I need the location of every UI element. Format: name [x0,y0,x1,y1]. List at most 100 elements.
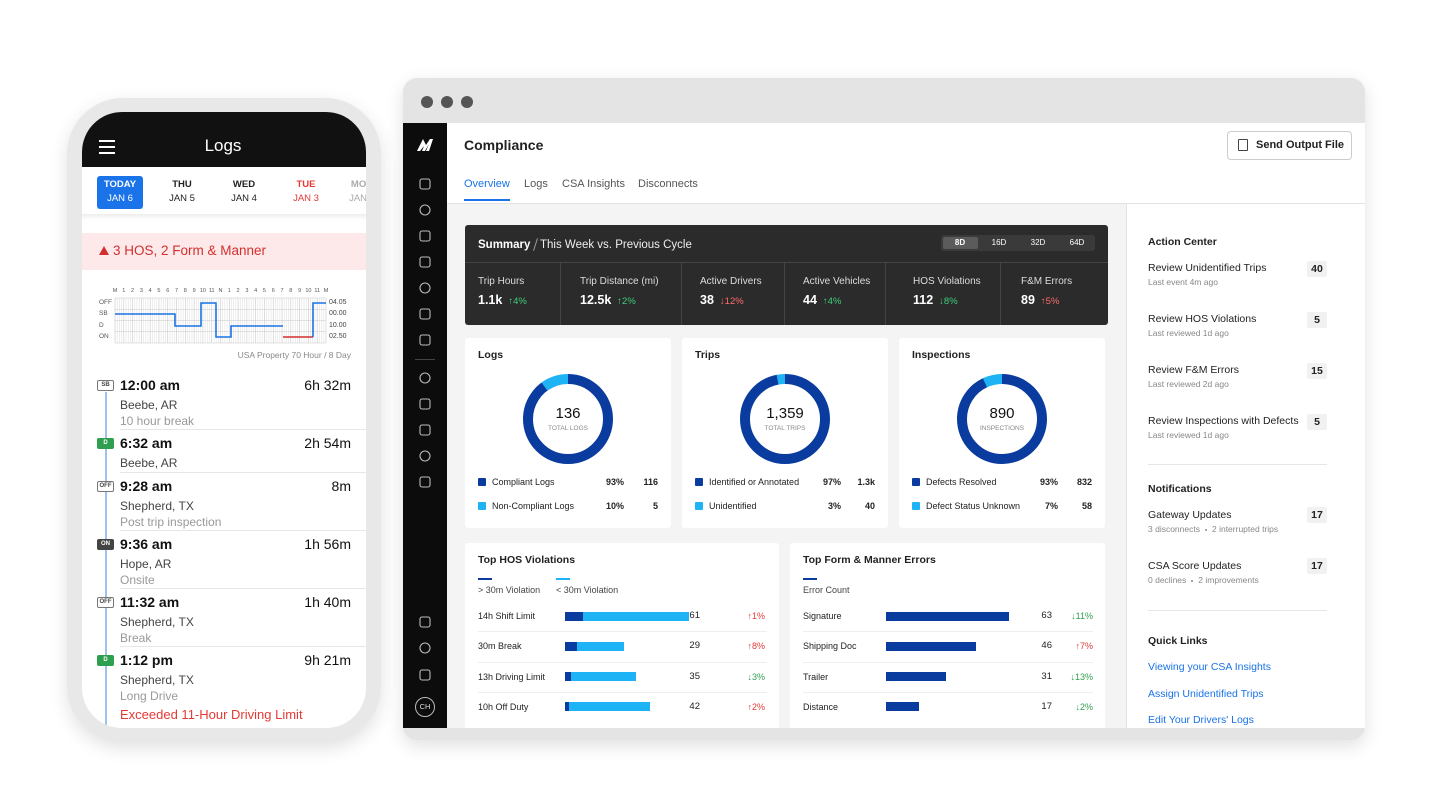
legend-name: Compliant Logs [492,477,555,487]
summary-title: Summary [478,239,531,251]
entry-separator [120,530,366,531]
action-title[interactable]: Review Inspections with Defects [1148,415,1299,427]
row-name: Distance [803,701,839,712]
tab[interactable]: Disconnects [638,178,698,190]
graph-hour: 11 [208,288,215,294]
legend-percent: 7% [1044,501,1058,511]
entry-location: Beebe, AR [120,456,178,470]
action-subtitle: Last reviewed 1d ago [1148,430,1229,440]
row-change: ↓2% [1075,701,1093,712]
graph-hour: 6 [271,288,275,294]
graph-total: 10.00 [329,322,347,329]
legend-line [478,578,492,580]
action-title[interactable]: Review Unidentified Trips [1148,262,1267,274]
graph-status: OFF [99,299,112,306]
status-badge: ON [97,539,114,550]
entry-time: 6:32 am [120,435,173,451]
tab[interactable]: CSA Insights [562,178,625,190]
notification-title[interactable]: Gateway Updates [1148,509,1232,521]
graph-hour: 9 [192,288,196,294]
graph-hour: 3 [245,288,249,294]
legend-swatch [478,502,486,510]
entry-time: 9:28 am [120,478,173,494]
summary-divider [465,262,1108,263]
quick-link[interactable]: Edit Your Drivers' Logs [1148,714,1254,726]
day-name[interactable]: WED [232,179,256,190]
tab-underline [464,199,510,201]
entry-separator [120,588,366,589]
count-badge[interactable]: 40 [1307,261,1327,277]
legend-swatch [695,478,703,486]
count-badge[interactable]: 5 [1307,414,1327,430]
day-selected-bg[interactable] [97,176,143,209]
menu-icon-bar[interactable] [99,140,115,142]
right-panel [1126,203,1365,728]
menu-icon-bar[interactable] [99,146,115,148]
notification-details: 0 declines 2 improvements [1148,572,1259,588]
metric-row: 112 ↓8% [913,291,958,311]
notification-title[interactable]: CSA Score Updates [1148,560,1242,572]
legend-percent: 97% [822,477,841,487]
row-separator [803,661,1093,663]
day-strip-shadow [82,214,366,220]
graph-hour: 2 [236,288,240,294]
legend-swatch [695,502,703,510]
bar-under-30m [577,641,624,651]
quick-link[interactable]: Assign Unidentified Trips [1148,687,1264,700]
user-avatar[interactable]: CH [415,697,435,717]
row-name: 30m Break [478,641,522,652]
graph-hour: 5 [262,288,266,294]
count-badge[interactable]: 17 [1307,507,1327,523]
alert-text: 3 HOS, 2 Form & Manner [113,243,267,258]
metric-value: 44 [803,293,817,307]
metric-value: 12.5k [580,293,612,307]
graph-total: 00.00 [329,310,347,317]
count-badge[interactable]: 17 [1307,558,1327,574]
card-title: Top HOS Violations [478,554,576,566]
range-option[interactable]: 16D [991,238,1007,247]
metric-change: ↑4% [822,296,842,307]
count-badge[interactable]: 5 [1307,312,1327,328]
tab[interactable]: Logs [524,178,548,190]
entry-location: Shepherd, TX [120,673,194,687]
entry-time: 1:12 pm [120,652,173,668]
graph-hour: M [323,288,329,294]
quick-link[interactable]: Viewing your CSA Insights [1148,661,1271,673]
row-name: Signature [803,611,842,621]
card-title: Inspections [912,349,971,361]
row-count: 31 [1041,670,1052,682]
entry-location: Shepherd, TX [120,615,194,629]
row-change: ↑2% [747,701,765,712]
notification-detail: 0 declines [1148,575,1187,585]
range-option[interactable]: 8D [954,238,966,247]
legend-percent: 10% [605,501,624,511]
day-name[interactable]: THU [172,179,192,190]
bar-under-30m [569,702,651,712]
range-option[interactable]: 64D [1069,238,1085,247]
tab[interactable]: Overview [464,178,510,190]
legend-line [803,578,817,580]
row-name: Shipping Doc [803,641,857,652]
range-option[interactable]: 32D [1030,238,1046,247]
legend-name: Non-Compliant Logs [492,501,575,511]
row-separator [478,661,767,663]
action-title[interactable]: Review HOS Violations [1148,313,1257,325]
row-count: 63 [1041,610,1052,621]
day-name[interactable]: MON [350,179,374,190]
action-title[interactable]: Review F&M Errors [1148,364,1240,376]
day-name[interactable]: TUE [296,179,316,190]
row-count: 46 [1041,640,1052,652]
day-name[interactable]: TODAY [103,179,137,190]
status-badge: OFF [97,597,114,608]
status-badge: OFF [97,481,114,492]
entry-time: 9:36 am [120,536,173,552]
legend-name: Identified or Annotated [709,477,800,487]
graph-hour: 8 [289,288,293,294]
menu-icon-bar[interactable] [99,152,115,154]
entry-duration: 6h 32m [304,377,351,393]
graph-hour: N [218,288,223,294]
legend-swatch [478,478,486,486]
count-badge[interactable]: 15 [1307,363,1327,379]
graph-hour: 6 [166,288,170,294]
graph-hour: 11 [314,288,321,294]
